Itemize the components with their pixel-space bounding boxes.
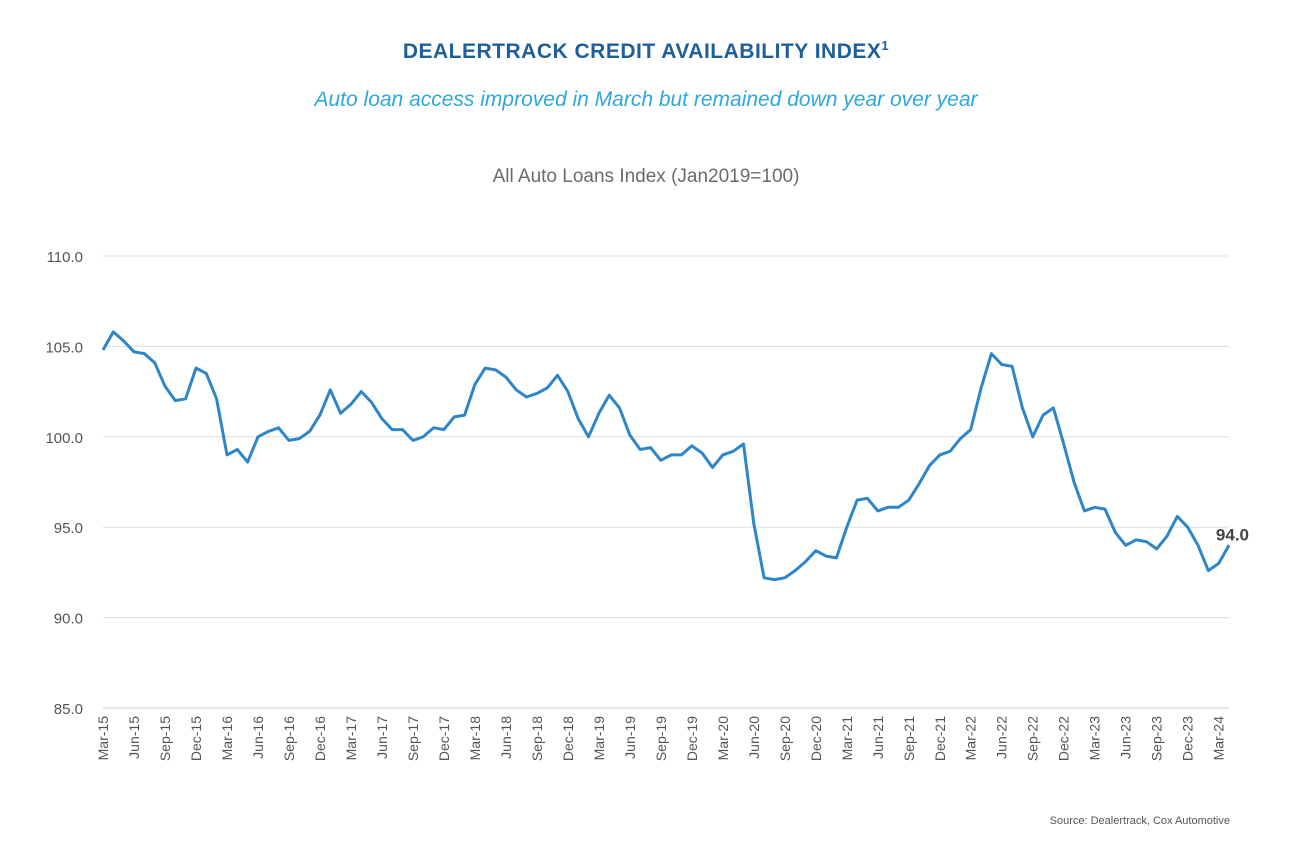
x-tick-label: Jun-18 [498, 716, 514, 759]
x-tick-label: Mar-18 [467, 716, 483, 761]
x-tick-label: Sep-20 [777, 716, 793, 761]
x-tick-label: Dec-18 [560, 716, 576, 761]
x-tick-label: Mar-19 [591, 716, 607, 761]
x-tick-label: Jun-23 [1118, 716, 1134, 759]
x-tick-label: Mar-22 [963, 716, 979, 761]
series-line [101, 330, 1231, 582]
x-tick-label: Mar-21 [839, 716, 855, 761]
x-tick-label: Mar-23 [1087, 716, 1103, 761]
x-tick-label: Sep-16 [281, 716, 297, 761]
y-tick-label: 105.0 [45, 339, 83, 356]
x-tick-label: Sep-21 [901, 716, 917, 761]
x-tick-label: Mar-20 [715, 716, 731, 761]
x-tick-label: Jun-22 [994, 716, 1010, 759]
y-tick-label: 95.0 [54, 520, 83, 537]
x-tick-label: Dec-17 [436, 716, 452, 761]
x-tick-label: Dec-21 [932, 716, 948, 761]
x-tick-label: Dec-19 [684, 716, 700, 761]
x-tick-label: Dec-20 [808, 716, 824, 761]
y-tick-label: 110.0 [47, 249, 83, 266]
y-tick-label: 90.0 [54, 611, 83, 628]
y-tick-label: 85.0 [54, 701, 83, 718]
x-tick-label: Jun-17 [374, 716, 390, 759]
x-tick-label: Dec-15 [188, 716, 204, 761]
x-tick-label: Jun-19 [622, 716, 638, 759]
x-tick-label: Sep-23 [1149, 716, 1165, 761]
x-tick-label: Jun-15 [126, 716, 142, 759]
title-text: DEALERTRACK CREDIT AVAILABILITY INDEX [402, 40, 882, 63]
page-title: DEALERTRACK CREDIT AVAILABILITY INDEX1 [0, 38, 1292, 64]
x-tick-label: Jun-16 [250, 716, 266, 759]
x-tick-label: Sep-15 [157, 716, 173, 761]
x-tick-label: Sep-18 [529, 716, 545, 761]
x-tick-label: Jun-20 [746, 716, 762, 759]
end-value-label: 94.0 [1216, 525, 1249, 544]
y-tick-label: 100.0 [45, 430, 83, 447]
x-tick-label: Mar-15 [95, 716, 111, 761]
x-tick-label: Dec-16 [312, 716, 328, 761]
x-tick-label: Mar-17 [343, 716, 359, 761]
page-subtitle: Auto loan access improved in March but r… [314, 88, 978, 111]
x-tick-label: Sep-19 [653, 716, 669, 761]
x-tick-label: Dec-23 [1180, 716, 1196, 761]
source-note: Source: Dealertrack, Cox Automotive [1049, 815, 1230, 827]
x-tick-label: Jun-21 [870, 716, 886, 759]
chart-title: All Auto Loans Index (Jan2019=100) [492, 166, 800, 187]
x-tick-label: Mar-24 [1211, 716, 1227, 761]
x-tick-label: Dec-22 [1056, 716, 1072, 761]
x-tick-label: Sep-22 [1025, 716, 1041, 761]
x-tick-label: Sep-17 [405, 716, 421, 761]
x-tick-label: Mar-16 [219, 716, 235, 761]
title-footnote-marker: 1 [881, 38, 890, 53]
